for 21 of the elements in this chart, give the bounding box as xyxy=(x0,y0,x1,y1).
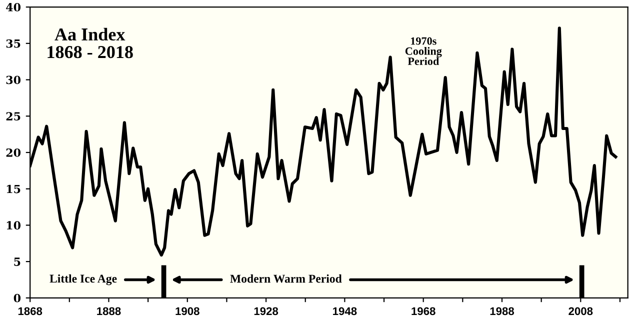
x-tick-label: 1928 xyxy=(254,307,278,316)
y-tick-label: 40 xyxy=(6,3,21,12)
x-tick-label: 1888 xyxy=(97,307,121,316)
x-tick-label: 1948 xyxy=(333,307,357,316)
y-tick-label: 5 xyxy=(14,258,20,266)
y-tick-label: 15 xyxy=(6,184,20,194)
x-tick-label: 1868 xyxy=(18,307,42,316)
x-tick-label: 1988 xyxy=(490,307,514,316)
text: Aa Index 1868 - 2018 xyxy=(48,28,133,58)
y-tick-label: 25 xyxy=(6,112,20,120)
y-tick-label: 10 xyxy=(6,221,21,230)
annotation: Modern Warm Period xyxy=(230,274,342,283)
annotation: 1970s Cooling Period xyxy=(405,37,442,66)
y-tick-label: 0 xyxy=(14,294,21,302)
x-tick-label: 1908 xyxy=(176,307,200,316)
annotation: Little Ice Age xyxy=(50,274,117,286)
x-tick-label: 2008 xyxy=(568,307,593,316)
x-tick-label: 1968 xyxy=(412,307,436,316)
y-tick-label: 30 xyxy=(6,76,21,84)
y-tick-label: 35 xyxy=(6,39,20,48)
y-tick-label: 20 xyxy=(6,148,21,157)
